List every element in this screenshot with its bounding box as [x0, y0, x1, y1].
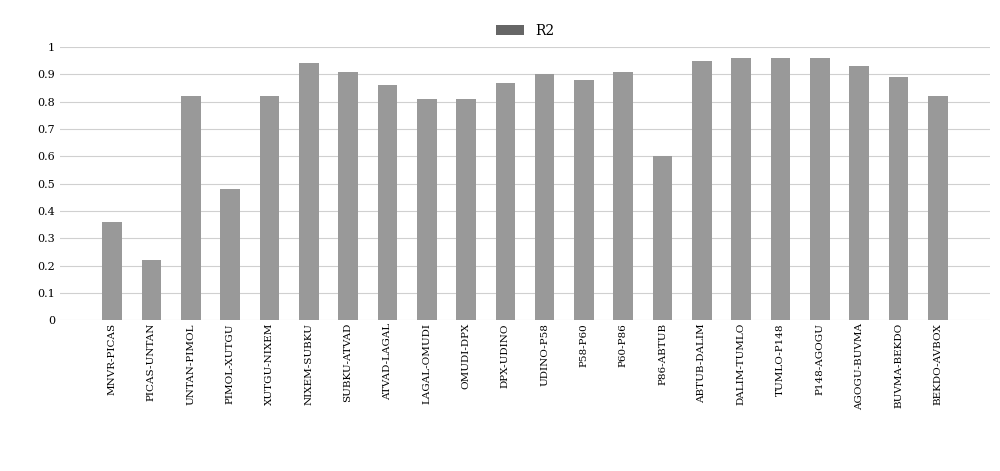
Bar	[102, 222, 122, 320]
Bar	[928, 96, 948, 320]
Bar	[496, 82, 515, 320]
Bar	[378, 85, 397, 320]
Bar	[338, 72, 358, 320]
Bar	[731, 58, 751, 320]
Bar	[810, 58, 830, 320]
Bar	[142, 260, 161, 320]
Bar	[456, 99, 476, 320]
Bar	[849, 66, 869, 320]
Bar	[613, 72, 633, 320]
Legend: R2: R2	[490, 18, 560, 44]
Bar	[220, 189, 240, 320]
Bar	[181, 96, 201, 320]
Bar	[574, 80, 594, 320]
Bar	[692, 61, 712, 320]
Bar	[889, 77, 908, 320]
Bar	[260, 96, 279, 320]
Bar	[299, 64, 319, 320]
Bar	[653, 156, 672, 320]
Bar	[771, 58, 790, 320]
Bar	[535, 74, 554, 320]
Bar	[417, 99, 437, 320]
